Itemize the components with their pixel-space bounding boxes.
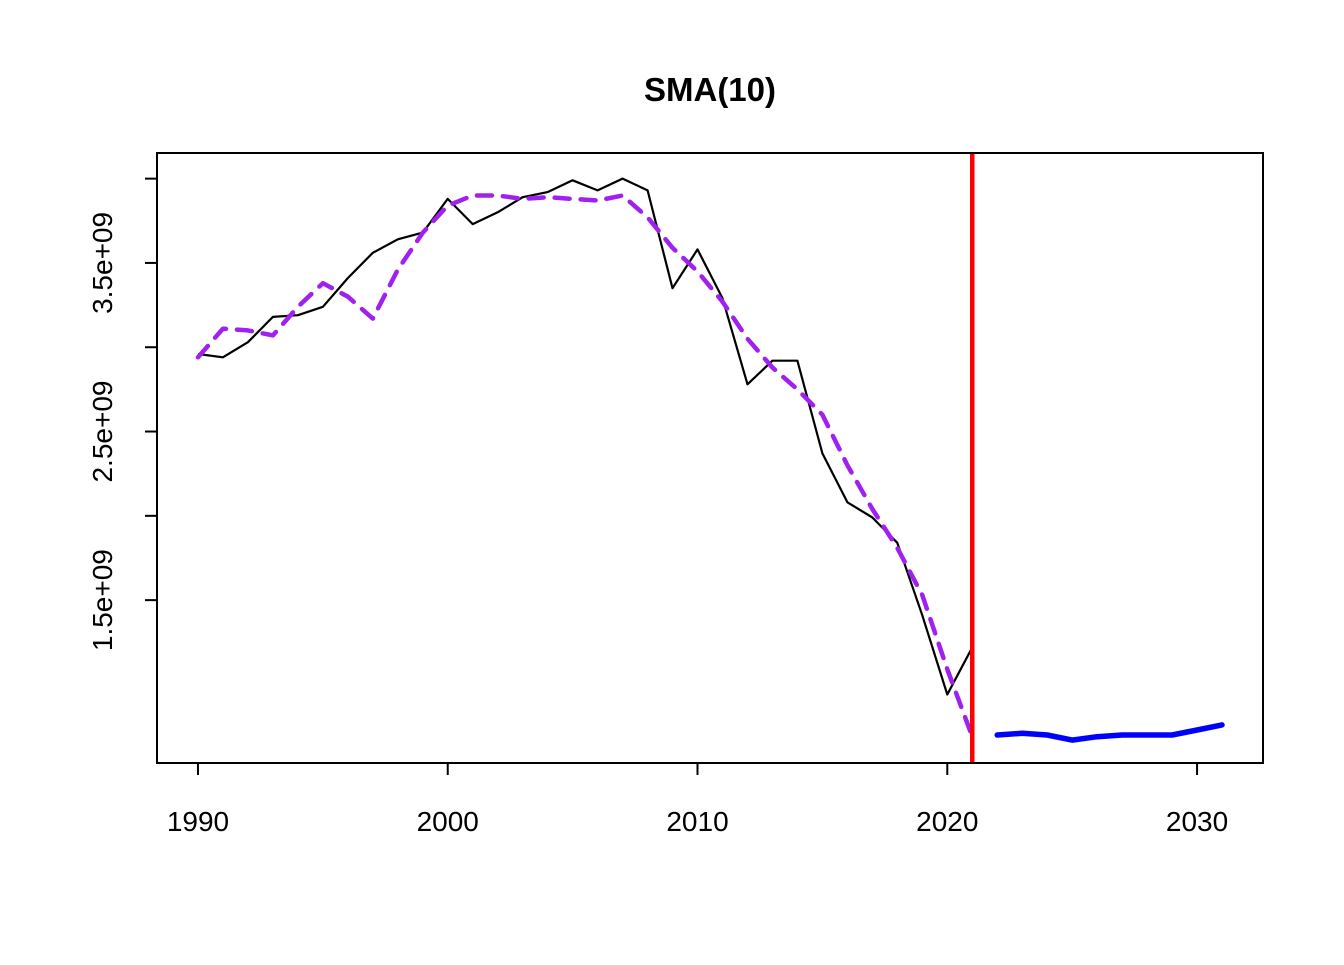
x-axis-tick-label: 2030 [1166, 806, 1228, 837]
x-axis-tick-label: 2020 [916, 806, 978, 837]
actual-line [197, 177, 974, 696]
x-axis-tick-label: 1990 [167, 806, 229, 837]
y-axis-tick-label: 3.5e+09 [87, 212, 118, 314]
y-axis-tick-label: 2.5e+09 [87, 381, 118, 483]
x-axis-tick-label: 2010 [666, 806, 728, 837]
y-axis-tick-label: 1.5e+09 [87, 549, 118, 651]
forecast-line [994, 722, 1225, 743]
plot-box [156, 152, 1264, 764]
chart-title: SMA(10) [644, 71, 776, 108]
x-axis-tick-label: 2000 [417, 806, 479, 837]
series-lines [195, 153, 1225, 763]
axes: 1990 2000 2010 2020 2030 1.5e+09 2.5e+09 3.5e+0… [87, 177, 1228, 837]
sma-fitted-line [195, 193, 975, 739]
